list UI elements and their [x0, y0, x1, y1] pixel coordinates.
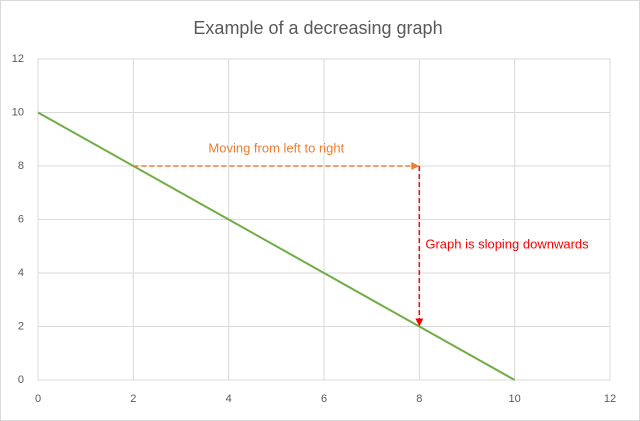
- x-tick-label: 12: [604, 393, 616, 405]
- chart-title: Example of a decreasing graph: [193, 18, 442, 38]
- y-tick-label: 8: [18, 160, 24, 172]
- y-tick-label: 12: [12, 53, 24, 65]
- annotation-label: Graph is sloping downwards: [425, 237, 589, 252]
- x-tick-label: 4: [226, 393, 232, 405]
- y-tick-label: 6: [18, 213, 24, 225]
- x-tick-label: 2: [130, 393, 136, 405]
- y-tick-label: 10: [12, 106, 24, 118]
- y-tick-label: 4: [18, 267, 24, 279]
- x-tick-label: 0: [35, 393, 41, 405]
- x-tick-label: 8: [416, 393, 422, 405]
- x-tick-label: 10: [509, 393, 521, 405]
- annotation-label: Moving from left to right: [208, 140, 344, 155]
- arrowhead: [411, 162, 420, 170]
- y-tick-label: 0: [18, 374, 24, 386]
- x-tick-label: 6: [321, 393, 327, 405]
- arrowhead: [415, 318, 424, 327]
- y-tick-label: 2: [18, 320, 24, 332]
- line: [37, 111, 516, 381]
